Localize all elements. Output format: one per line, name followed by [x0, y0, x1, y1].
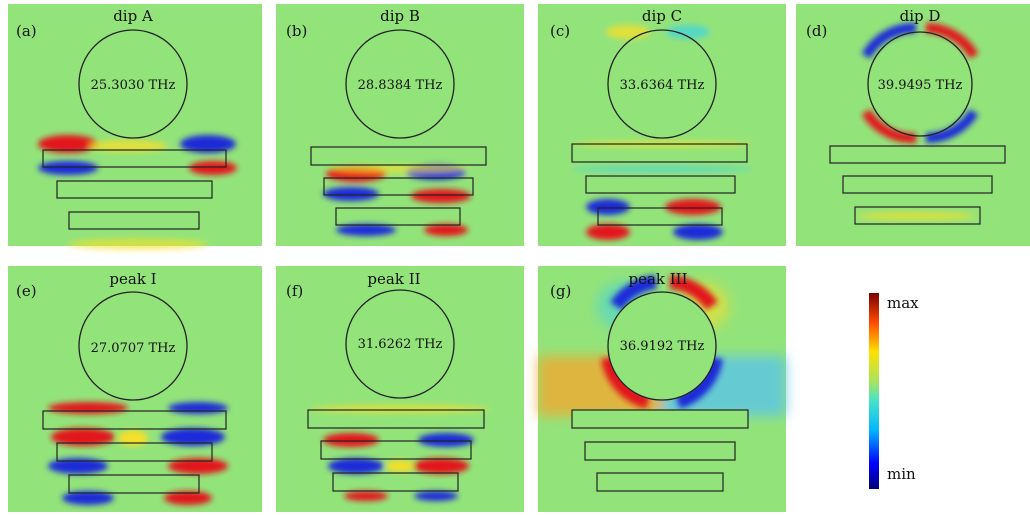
bar-bottom: [597, 207, 723, 226]
bar-top: [571, 143, 748, 163]
panel-title: peak I: [109, 270, 156, 288]
bar-middle: [56, 442, 213, 462]
bar-bottom: [335, 207, 461, 226]
bar-top: [829, 145, 1006, 164]
bar-middle: [842, 175, 993, 194]
colorbar-max-label: max: [887, 294, 919, 312]
panel-e: (e) peak I 27.0707 THz: [8, 266, 262, 512]
panel-title: peak III: [628, 270, 687, 288]
frequency-label: 25.3030 THz: [91, 78, 176, 93]
circle: [607, 291, 717, 401]
colorbar-gradient: [869, 293, 879, 489]
panel-f-background: [276, 266, 524, 512]
panel-f-field: [310, 405, 490, 501]
panel-a-field: [38, 135, 237, 250]
circle: [345, 29, 455, 139]
bar-top: [42, 410, 227, 430]
panel-title: dip C: [642, 7, 682, 25]
panel-letter: (e): [16, 282, 37, 300]
frequency-label: 36.9192 THz: [620, 339, 705, 354]
bar-bottom: [68, 474, 200, 494]
panel-letter: (a): [16, 22, 37, 40]
panel-letter: (d): [806, 22, 827, 40]
panel-f: (f) peak II 31.6262 THz: [276, 266, 524, 512]
panel-b: (b) dip B 28.8384 THz: [276, 4, 524, 246]
panel-c-background: [538, 4, 786, 246]
panel-a: (a) dip A 25.3030 THz: [8, 4, 262, 250]
frequency-label: 33.6364 THz: [620, 78, 705, 93]
bar-top: [307, 409, 485, 429]
circle: [345, 289, 455, 399]
bar-middle: [320, 440, 472, 460]
bar-bottom: [596, 472, 724, 492]
circle: [867, 31, 973, 137]
panel-d-field: [856, 22, 979, 220]
panel-letter: (c): [550, 22, 570, 40]
panel-d: (d) dip D 39.9495 THz: [796, 4, 1030, 246]
frequency-label: 31.6262 THz: [358, 337, 443, 352]
bar-middle: [56, 180, 213, 199]
panel-title: dip B: [380, 7, 420, 25]
panel-letter: (b): [286, 22, 307, 40]
frequency-label: 28.8384 THz: [358, 78, 443, 93]
panel-a-background: [8, 4, 262, 246]
panel-g: (g) peak III 36.9192 THz: [538, 266, 786, 512]
panel-letter: (g): [550, 282, 571, 300]
colorbar: max min: [869, 293, 919, 489]
bar-top: [571, 409, 749, 429]
panel-c-field: [572, 25, 752, 240]
bar-middle: [323, 177, 474, 196]
panel-d-background: [796, 4, 1030, 246]
bar-top: [42, 149, 227, 168]
colorbar-min-label: min: [887, 465, 916, 483]
circle: [607, 29, 717, 139]
bar-bottom: [68, 211, 200, 230]
frequency-label: 27.0707 THz: [91, 341, 176, 356]
panel-title: dip D: [900, 7, 941, 25]
panel-c: (c) dip C 33.6364 THz: [538, 4, 786, 246]
panel-b-background: [276, 4, 524, 246]
circle: [78, 291, 188, 401]
panel-title: peak II: [367, 270, 420, 288]
bar-bottom: [332, 472, 459, 492]
bar-bottom: [854, 206, 981, 225]
bar-middle: [585, 175, 736, 194]
circle: [78, 29, 188, 139]
bar-top: [310, 146, 487, 166]
panel-title: dip A: [113, 7, 153, 25]
panel-letter: (f): [286, 282, 303, 300]
bar-middle: [584, 441, 736, 461]
frequency-label: 39.9495 THz: [878, 78, 963, 93]
